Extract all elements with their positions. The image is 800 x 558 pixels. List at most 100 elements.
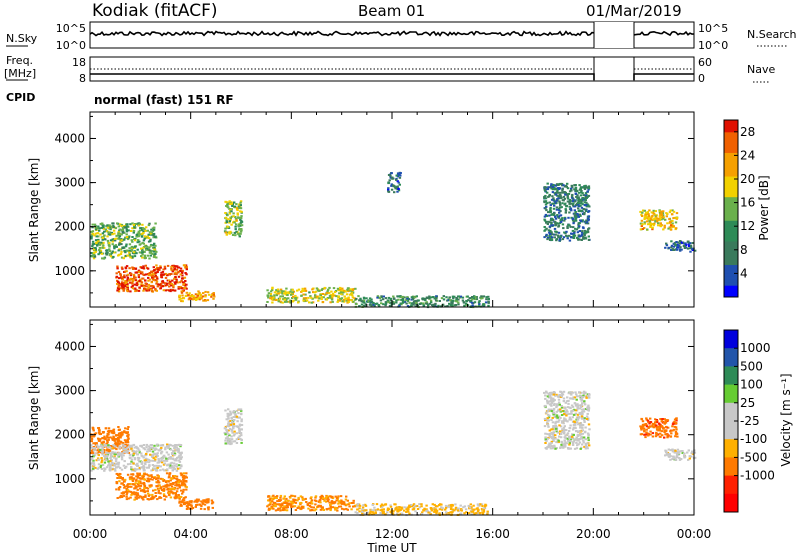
echo-cell <box>555 218 557 220</box>
echo-cell <box>472 505 474 507</box>
echo-cell <box>588 227 590 229</box>
echo-cell <box>572 441 574 443</box>
echo-cell <box>655 210 657 212</box>
echo-cell <box>173 488 175 490</box>
echo-cell <box>294 499 296 501</box>
echo-cell <box>92 468 94 470</box>
echo-cell <box>110 255 112 257</box>
echo-cell <box>102 242 104 244</box>
echo-cell <box>285 507 287 509</box>
echo-cell <box>438 512 440 514</box>
echo-cell <box>117 474 119 476</box>
echo-cell <box>135 272 137 274</box>
echo-cell <box>225 217 227 219</box>
echo-cell <box>279 510 281 512</box>
echo-cell <box>571 195 573 197</box>
echo-cell <box>653 213 655 215</box>
echo-cell <box>138 274 140 276</box>
echo-cell <box>178 464 180 466</box>
echo-cell <box>348 505 350 507</box>
echo-cell <box>420 505 422 507</box>
echo-cell <box>460 505 462 507</box>
echo-cell <box>122 454 124 456</box>
echo-cell <box>144 496 146 498</box>
echo-cell <box>158 497 160 499</box>
echo-cell <box>649 425 651 427</box>
echo-cell <box>373 507 375 509</box>
echo-cell <box>547 221 549 223</box>
echo-cell <box>128 252 130 254</box>
echo-cell <box>426 303 428 305</box>
echo-cell <box>460 296 462 298</box>
echo-cell <box>179 498 181 500</box>
echo-cell <box>576 395 578 397</box>
echo-cell <box>135 475 137 477</box>
echo-cell <box>552 437 554 439</box>
echo-cell <box>147 230 149 232</box>
echo-cell <box>639 425 641 427</box>
echo-cell <box>657 426 659 428</box>
echo-cell <box>327 289 329 291</box>
echo-cell <box>143 473 145 475</box>
echo-cell <box>329 301 331 303</box>
echo-cell <box>344 296 346 298</box>
echo-cell <box>588 423 590 425</box>
echo-cell <box>269 502 271 504</box>
echo-cell <box>547 424 549 426</box>
echo-cell <box>666 215 668 217</box>
echo-cell <box>94 452 96 454</box>
echo-cell <box>321 298 323 300</box>
echo-cell <box>235 228 237 230</box>
echo-cell <box>100 461 102 463</box>
echo-cell <box>114 445 116 447</box>
echo-cell <box>233 412 235 414</box>
echo-cell <box>124 479 126 481</box>
echo-cell <box>166 468 168 470</box>
echo-cell <box>300 295 302 297</box>
echo-cell <box>100 223 102 225</box>
echo-cell <box>144 463 146 465</box>
echo-cell <box>130 461 132 463</box>
echo-cell <box>103 470 105 472</box>
echo-cell <box>171 486 173 488</box>
echo-cell <box>160 460 162 462</box>
echo-cell <box>234 234 236 236</box>
echo-cell <box>658 218 660 220</box>
echo-cell <box>558 232 560 234</box>
echo-cell <box>236 420 238 422</box>
echo-cell <box>167 464 169 466</box>
echo-cell <box>172 445 174 447</box>
echo-cell <box>135 236 137 238</box>
echo-cell <box>563 236 565 238</box>
echo-cell <box>90 436 92 438</box>
echo-cell <box>575 430 577 432</box>
echo-cell <box>567 237 569 239</box>
echo-cell <box>395 179 397 181</box>
echo-cell <box>548 215 550 217</box>
echo-cell <box>340 495 342 497</box>
echo-cell <box>100 465 102 467</box>
echo-cell <box>583 408 585 410</box>
echo-cell <box>99 433 101 435</box>
echo-cell <box>148 286 150 288</box>
echo-cell <box>675 428 677 430</box>
echo-cell <box>149 450 151 452</box>
echo-cell <box>391 177 393 179</box>
echo-cell <box>558 399 560 401</box>
echo-cell <box>119 486 121 488</box>
echo-cell <box>125 245 127 247</box>
echo-cell <box>645 417 647 419</box>
echo-cell <box>467 296 469 298</box>
echo-cell <box>236 416 238 418</box>
echo-cell <box>124 439 126 441</box>
echo-cell <box>552 191 554 193</box>
echo-cell <box>554 448 556 450</box>
echo-cell <box>345 291 347 293</box>
echo-cell <box>440 504 442 506</box>
echo-cell <box>648 215 650 217</box>
echo-cell <box>325 497 327 499</box>
echo-cell <box>571 233 573 235</box>
echo-cell <box>405 508 407 510</box>
echo-cell <box>212 502 214 504</box>
echo-cell <box>289 497 291 499</box>
